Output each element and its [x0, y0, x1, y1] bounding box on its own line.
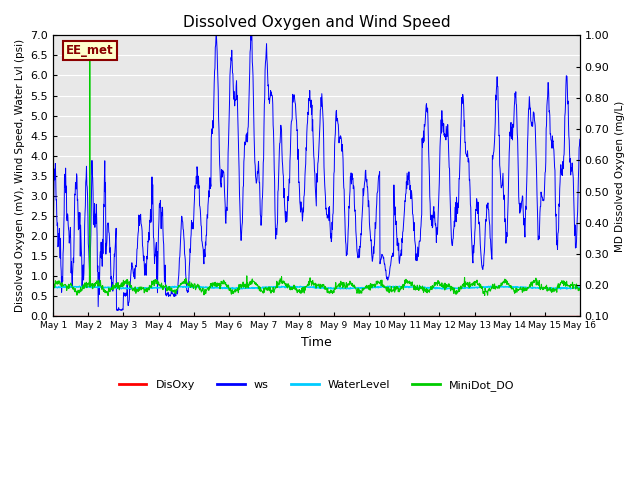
Title: Dissolved Oxygen and Wind Speed: Dissolved Oxygen and Wind Speed	[182, 15, 451, 30]
Y-axis label: MD Dissolved Oxygen (mg/L): MD Dissolved Oxygen (mg/L)	[615, 100, 625, 252]
Legend: DisOxy, ws, WaterLevel, MiniDot_DO: DisOxy, ws, WaterLevel, MiniDot_DO	[115, 375, 519, 395]
Text: EE_met: EE_met	[67, 44, 114, 57]
Y-axis label: Dissolved Oxygen (mV), Wind Speed, Water Lvl (psi): Dissolved Oxygen (mV), Wind Speed, Water…	[15, 39, 25, 312]
X-axis label: Time: Time	[301, 336, 332, 349]
